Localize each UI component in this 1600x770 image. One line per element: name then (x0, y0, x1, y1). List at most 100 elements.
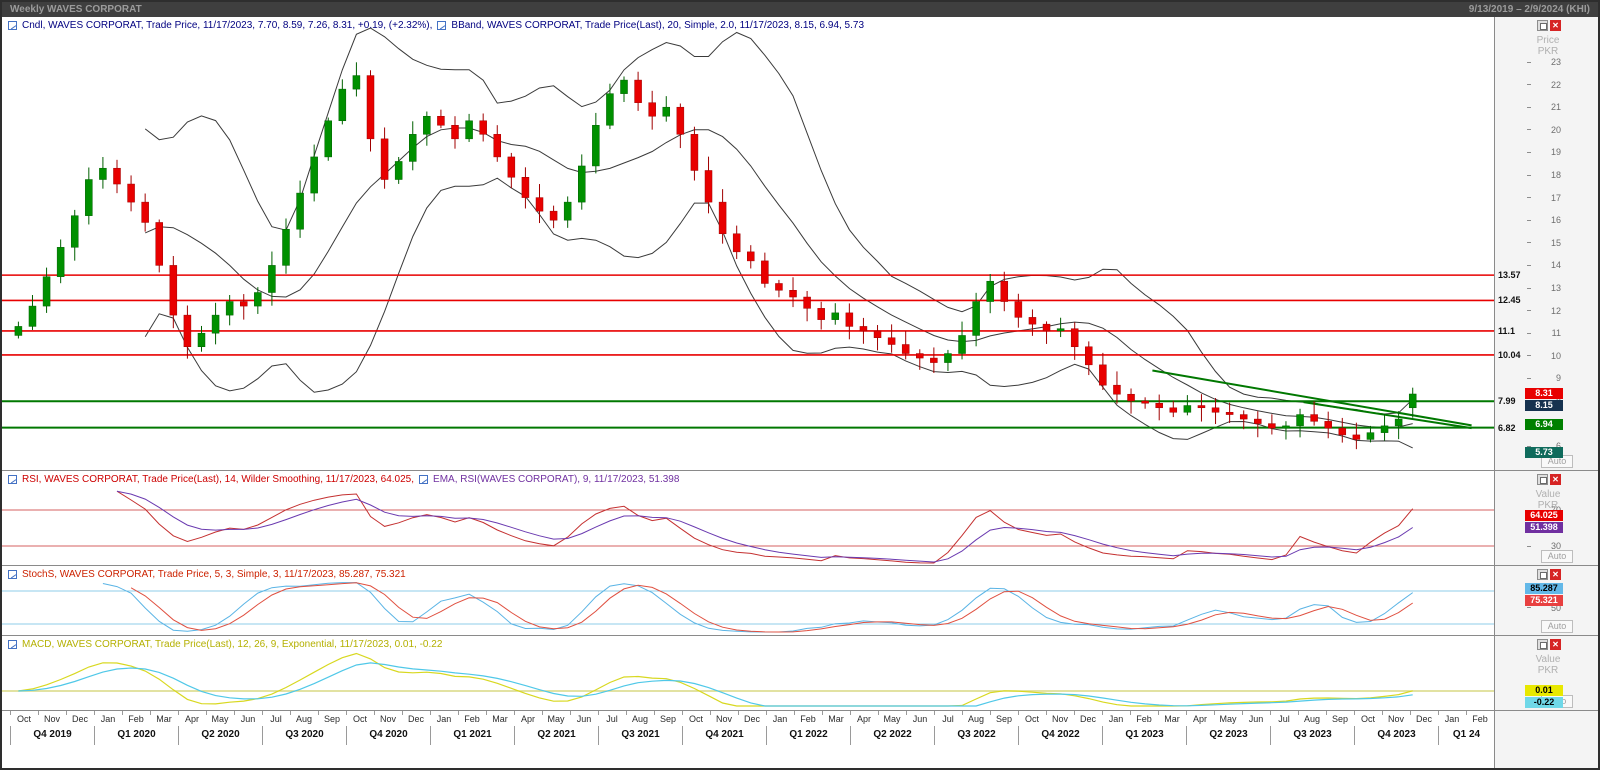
month-label: Nov (715, 714, 732, 724)
rsi-legend[interactable]: RSI, WAVES CORPORAT, Trade Price(Last), … (8, 474, 679, 485)
rsi-chart-canvas[interactable] (2, 471, 1494, 565)
price-badge: 51.398 (1525, 521, 1563, 533)
axis-tick-mark (1527, 355, 1531, 357)
month-label: Feb (464, 714, 480, 724)
month-tick (934, 711, 935, 715)
month-label: Feb (800, 714, 816, 724)
month-tick (1438, 711, 1439, 715)
month-label: Dec (1415, 714, 1432, 724)
macd-legend-text[interactable]: MACD, WAVES CORPORAT, Trade Price(Last),… (22, 639, 443, 650)
month-tick (1382, 711, 1383, 715)
close-button[interactable]: ✕ (1550, 569, 1561, 580)
restore-button[interactable] (1537, 474, 1548, 485)
candlesticks (14, 62, 1417, 450)
axis-tick-label: 14 (1550, 260, 1561, 271)
bband-legend[interactable]: BBand, WAVES CORPORAT, Trade Price(Last)… (451, 20, 865, 31)
price-chart-canvas[interactable] (2, 17, 1494, 470)
month-label: Sep (659, 714, 676, 724)
month-tick (178, 711, 179, 715)
rsi-legend-text[interactable]: RSI, WAVES CORPORAT, Trade Price(Last), … (22, 474, 415, 485)
axis-tick-mark (1527, 84, 1531, 86)
axis-tick-mark (1527, 545, 1531, 547)
bollinger-mid (145, 127, 1413, 428)
trendline[interactable] (1152, 369, 1472, 427)
price-legend[interactable]: Cndl, WAVES CORPORAT, Trade Price, 11/17… (8, 20, 864, 31)
auto-scale-button[interactable]: Auto (1541, 620, 1573, 633)
axis-tick-label: 13 (1550, 283, 1561, 293)
quarter-label: Q3 2021 (598, 726, 682, 745)
month-tick (990, 711, 991, 715)
trendline[interactable] (1303, 401, 1472, 430)
month-tick (654, 711, 655, 715)
close-button[interactable]: ✕ (1550, 474, 1561, 485)
close-button[interactable]: ✕ (1550, 639, 1561, 650)
month-label: Aug (295, 714, 312, 724)
price-badge: 5.73 (1525, 446, 1563, 458)
quarter-label: Q4 2023 (1354, 726, 1438, 745)
panel-window-buttons: ✕ (1537, 474, 1561, 485)
restore-button[interactable] (1537, 639, 1548, 650)
month-tick (1270, 711, 1271, 715)
stoch-value-axis[interactable]: ✕ Auto 50 85.287 75.321 (1495, 565, 1598, 635)
axis-tick-mark (1527, 106, 1531, 108)
price-panel[interactable]: Cndl, WAVES CORPORAT, Trade Price, 11/17… (2, 17, 1494, 470)
month-tick (1102, 711, 1103, 715)
month-label: Apr (1192, 714, 1207, 724)
rsi-ema-line (116, 490, 1413, 563)
level-price-label: 12.45 (1498, 295, 1521, 306)
window-titlebar: Weekly WAVES CORPORAT 9/13/2019 – 2/9/20… (2, 2, 1598, 17)
rsi-panel[interactable]: RSI, WAVES CORPORAT, Trade Price(Last), … (2, 470, 1494, 565)
close-button[interactable]: ✕ (1550, 20, 1561, 31)
month-label: Apr (184, 714, 199, 724)
month-tick (1242, 711, 1243, 715)
month-tick (486, 711, 487, 715)
month-label: Jan (100, 714, 116, 724)
month-label: Mar (156, 714, 172, 724)
axis-tick-label: 30 (1550, 541, 1561, 551)
level-price-label: 11.1 (1498, 325, 1516, 336)
stoch-legend-text[interactable]: StochS, WAVES CORPORAT, Trade Price, 5, … (22, 569, 406, 580)
restore-button[interactable] (1537, 569, 1548, 580)
level-price-label: 7.99 (1498, 396, 1516, 407)
rsi-ema-legend-text[interactable]: EMA, RSI(WAVES CORPORAT), 9, 11/17/2023,… (433, 474, 680, 485)
main-price-axis[interactable]: ✕ Price PKR Auto 23 22 21 20 19 18 17 16 15 14 13 12… (1495, 17, 1598, 470)
price-axis-strip[interactable]: ✕ Price PKR Auto 23 22 21 20 19 18 17 16 15 14 13 12… (1494, 17, 1598, 768)
axis-tick-mark (1527, 310, 1531, 312)
auto-scale-button[interactable]: Auto (1541, 550, 1573, 563)
stoch-chart-canvas[interactable] (2, 566, 1494, 635)
window-title: Weekly WAVES CORPORAT (10, 4, 142, 15)
axis-tick-mark (1527, 197, 1531, 199)
month-label: Jul (270, 714, 282, 724)
candle-legend[interactable]: Cndl, WAVES CORPORAT, Trade Price, 11/17… (22, 20, 433, 31)
macd-panel[interactable]: MACD, WAVES CORPORAT, Trade Price(Last),… (2, 635, 1494, 710)
bollinger-lower (144, 177, 1413, 449)
stoch-legend[interactable]: StochS, WAVES CORPORAT, Trade Price, 5, … (8, 569, 406, 580)
month-label: Oct (1360, 714, 1375, 724)
month-tick (290, 711, 291, 715)
macd-legend[interactable]: MACD, WAVES CORPORAT, Trade Price(Last),… (8, 639, 442, 650)
quarter-label: Q4 2021 (682, 726, 766, 745)
month-label: Dec (71, 714, 88, 724)
month-tick (1018, 711, 1019, 715)
value-axis-title: Value PKR (1535, 489, 1561, 511)
month-tick (738, 711, 739, 715)
axis-tick-label: 9 (1555, 373, 1561, 384)
month-label: Apr (520, 714, 535, 724)
quarter-label: Q2 2021 (514, 726, 598, 745)
quarter-label: Q2 2020 (178, 726, 262, 745)
time-axis[interactable]: Oct Nov Dec Jan Feb Mar Apr May Jun Jul Aug Sep Oct N… (2, 710, 1494, 745)
price-axis-title: Price PKR (1536, 35, 1560, 57)
quarter-label: Q3 2022 (934, 726, 1018, 745)
month-tick (682, 711, 683, 715)
macd-chart-canvas[interactable] (2, 636, 1494, 710)
month-tick (626, 711, 627, 715)
quarter-label: Q1 2020 (94, 726, 178, 745)
value-axis-title: Value PKR (1535, 654, 1561, 676)
stoch-k-line (102, 582, 1413, 633)
month-label: Mar (828, 714, 844, 724)
axis-tick-label: 12 (1550, 305, 1561, 316)
restore-button[interactable] (1537, 20, 1548, 31)
stochastics-panel[interactable]: StochS, WAVES CORPORAT, Trade Price, 5, … (2, 565, 1494, 635)
